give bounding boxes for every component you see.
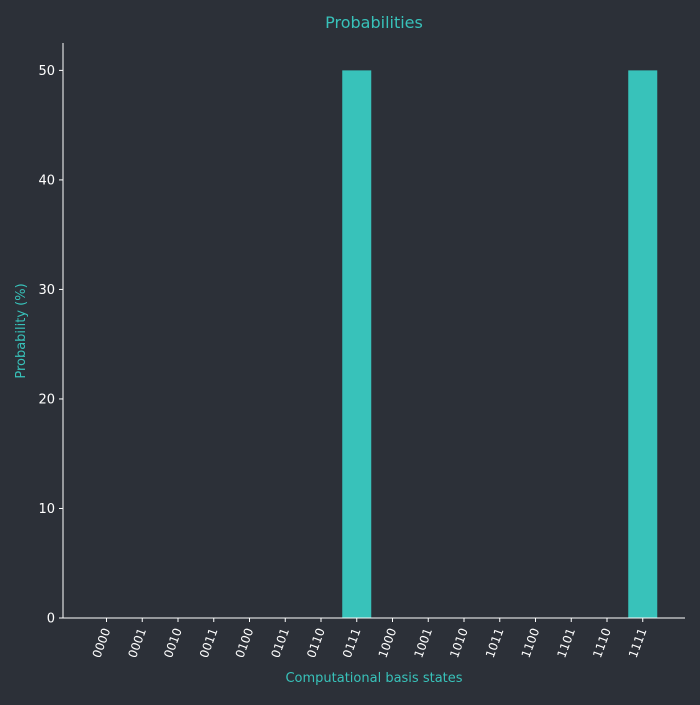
y-tick-label: 50 [38,64,55,79]
y-tick-label: 20 [38,392,55,407]
x-tick-label: 0111 [340,626,364,659]
x-tick-label: 0110 [304,626,328,659]
y-tick-label: 30 [38,283,55,298]
y-ticks-group: 0 10 20 30 40 50 [38,64,63,627]
x-axis-label: Computational basis states [285,671,462,686]
x-tick-label: 0100 [233,626,257,659]
x-ticks-group: 0000 0001 0010 0011 0100 0101 0110 0111 1000 1001… [90,618,650,660]
x-tick-label: 1010 [447,626,471,659]
x-tick-label: 0000 [90,626,114,659]
x-tick-label: 0010 [161,626,185,659]
x-tick-label: 1101 [554,626,578,659]
x-tick-label: 0001 [125,626,149,659]
x-tick-label: 1011 [483,626,507,659]
chart-title: Probabilities [325,13,423,32]
y-tick-label: 0 [47,612,55,627]
x-tick-label: 1111 [626,626,650,659]
bar-1111 [628,70,658,618]
x-tick-label: 1001 [411,626,435,659]
x-tick-label: 1110 [590,626,614,659]
bar-0111 [342,70,372,618]
x-tick-label: 0011 [197,626,221,659]
x-tick-label: 1000 [376,626,400,659]
bars-group [342,70,658,618]
x-tick-label: 0101 [268,626,292,659]
y-tick-label: 40 [38,173,55,188]
y-tick-label: 10 [38,502,55,517]
y-axis-label: Probability (%) [14,283,29,378]
x-tick-label: 1100 [519,626,543,659]
